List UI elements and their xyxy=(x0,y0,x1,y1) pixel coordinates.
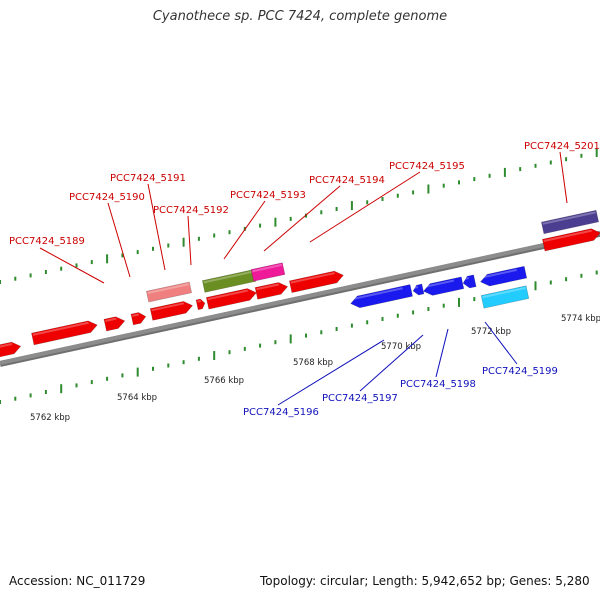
scale-label: 5764 kbp xyxy=(117,393,157,403)
gene-highlight xyxy=(413,285,419,289)
gene-highlight xyxy=(482,286,526,299)
gene-highlight xyxy=(151,302,185,312)
gene-highlight xyxy=(463,276,469,281)
reverse-gene-label: PCC7424_5196 xyxy=(243,407,319,418)
forward-gene-label: PCC7424_5190 xyxy=(69,192,145,203)
gene-highlight xyxy=(197,300,201,303)
gene-shape xyxy=(541,209,599,235)
scale-label: 5770 kbp xyxy=(381,342,421,352)
leader-line xyxy=(359,334,424,392)
gene-highlight xyxy=(203,270,253,284)
gene-shape xyxy=(422,276,465,296)
forward-gene-label: PCC7424_5191 xyxy=(110,173,186,184)
reverse-gene xyxy=(412,283,425,296)
leader-line xyxy=(223,200,266,260)
gene-highlight xyxy=(147,283,189,295)
leader-line xyxy=(263,185,341,252)
scale-label: 5772 kbp xyxy=(471,327,511,337)
gene-highlight xyxy=(290,272,335,284)
forward-gene-label: PCC7424_5193 xyxy=(230,190,306,201)
gene-highlight xyxy=(252,263,283,273)
gene-highlight xyxy=(543,229,592,243)
forward-gene-rna xyxy=(145,281,193,303)
forward-gene xyxy=(31,320,98,346)
label-layer: 5762 kbp 5764 kbp 5766 kbp 5768 kbp 5770 kbp… xyxy=(9,141,600,423)
gene-highlight xyxy=(132,313,140,317)
gene-shape xyxy=(288,270,344,293)
reverse-gene-rna xyxy=(480,285,530,309)
forward-gene xyxy=(149,301,194,321)
backbone-layer xyxy=(0,230,600,367)
gene-shape xyxy=(480,285,530,309)
gene-shape xyxy=(130,312,147,326)
gene-shape xyxy=(195,298,206,311)
genome-backbone xyxy=(0,230,600,365)
reverse-gene xyxy=(422,276,465,296)
gene-shape xyxy=(145,281,193,303)
forward-gene xyxy=(103,316,126,332)
gene-shape xyxy=(31,320,98,346)
forward-gene xyxy=(205,288,257,310)
gene-highlight xyxy=(32,321,89,336)
gene-highlight xyxy=(0,343,13,349)
gene-highlight xyxy=(207,289,248,301)
gene-highlight xyxy=(105,317,117,322)
scale-label: 5774 kbp xyxy=(561,314,600,324)
gene-highlight xyxy=(480,268,518,279)
reverse-gene xyxy=(462,274,477,289)
gene-highlight xyxy=(542,211,596,225)
leader-line xyxy=(484,321,518,365)
reverse-gene xyxy=(480,265,528,287)
leader-line xyxy=(435,328,449,378)
leader-line xyxy=(277,339,385,406)
leader-line xyxy=(107,202,131,278)
gene-shape xyxy=(412,283,425,296)
forward-gene-label: PCC7424_5194 xyxy=(309,175,385,186)
gene-shape xyxy=(149,301,194,321)
gene-highlight xyxy=(256,283,280,291)
forward-gene-other xyxy=(201,269,257,293)
gene-shape xyxy=(205,288,257,310)
gene-shape xyxy=(542,228,600,252)
forward-gene xyxy=(254,282,289,300)
gene-highlight xyxy=(423,279,455,289)
reverse-gene-label: PCC7424_5197 xyxy=(322,393,398,404)
forward-gene xyxy=(288,270,344,293)
gene-shape xyxy=(250,262,286,282)
gene-shape xyxy=(201,269,257,293)
forward-gene-label: PCC7424_5189 xyxy=(9,236,85,247)
forward-gene xyxy=(195,298,206,311)
accession-text: Accession: NC_011729 xyxy=(9,574,146,588)
forward-gene-misc xyxy=(541,209,599,235)
reverse-gene xyxy=(350,284,413,309)
leader-line xyxy=(309,171,421,243)
leader-line xyxy=(187,215,192,266)
scale-label: 5766 kbp xyxy=(204,376,244,386)
scale-label: 5762 kbp xyxy=(30,413,70,423)
forward-gene-pseudo xyxy=(250,262,286,282)
scale-label: 5768 kbp xyxy=(293,358,333,368)
gene-shape xyxy=(462,274,477,289)
reverse-gene-label: PCC7424_5199 xyxy=(482,366,558,377)
gene-shape xyxy=(480,265,528,287)
gene-highlight xyxy=(350,287,403,301)
forward-gene-label: PCC7424_5192 xyxy=(153,205,229,216)
leader-line xyxy=(39,247,105,284)
forward-gene xyxy=(0,341,22,358)
feature-layer xyxy=(0,209,600,358)
forward-gene-label: PCC7424_5195 xyxy=(389,161,465,172)
forward-gene xyxy=(130,312,147,326)
gene-shape xyxy=(254,282,289,300)
forward-gene xyxy=(542,228,600,252)
map-title: Cyanothece sp. PCC 7424, complete genome xyxy=(152,9,448,24)
forward-gene-label: PCC7424_5201 xyxy=(524,141,600,152)
leader-line xyxy=(147,183,166,271)
gene-shape xyxy=(350,284,413,309)
gene-shape xyxy=(103,316,126,332)
genome-summary: Topology: circular; Length: 5,942,652 bp… xyxy=(260,574,590,588)
reverse-gene-label: PCC7424_5198 xyxy=(400,379,476,390)
gene-shape xyxy=(0,341,22,358)
leader-line xyxy=(559,151,568,204)
